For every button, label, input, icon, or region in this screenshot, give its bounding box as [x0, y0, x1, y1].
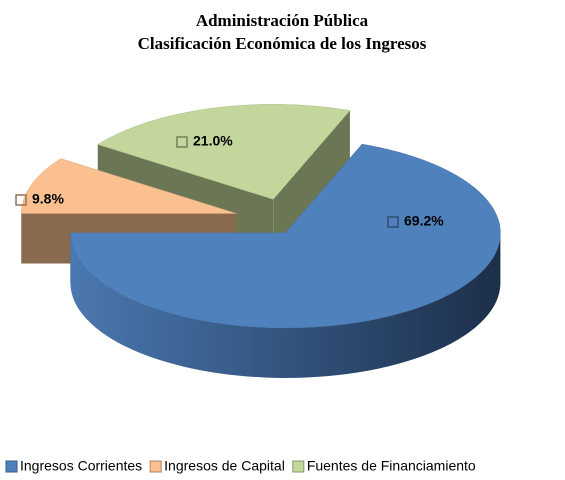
label-key — [176, 136, 188, 148]
slice — [97, 104, 351, 200]
legend-label: Ingresos Corrientes — [20, 458, 142, 474]
legend-swatch — [5, 460, 18, 473]
legend-label: Ingresos de Capital — [164, 458, 285, 474]
slice — [70, 143, 501, 329]
label-key — [15, 194, 27, 206]
slice-wall — [70, 232, 501, 378]
chart-title: Administración Pública — [196, 11, 369, 30]
legend-label: Fuentes de Financiamiento — [307, 458, 476, 474]
legend-swatch — [149, 460, 162, 473]
data-label: 69.2% — [404, 213, 444, 229]
legend-swatch — [292, 460, 305, 473]
slice — [21, 158, 237, 214]
data-label: 9.8% — [32, 191, 64, 207]
data-label: 21.0% — [193, 133, 233, 149]
slice-face — [273, 110, 350, 250]
chart-title: Clasificación Económica de los Ingresos — [138, 34, 427, 53]
label-key — [387, 216, 399, 228]
